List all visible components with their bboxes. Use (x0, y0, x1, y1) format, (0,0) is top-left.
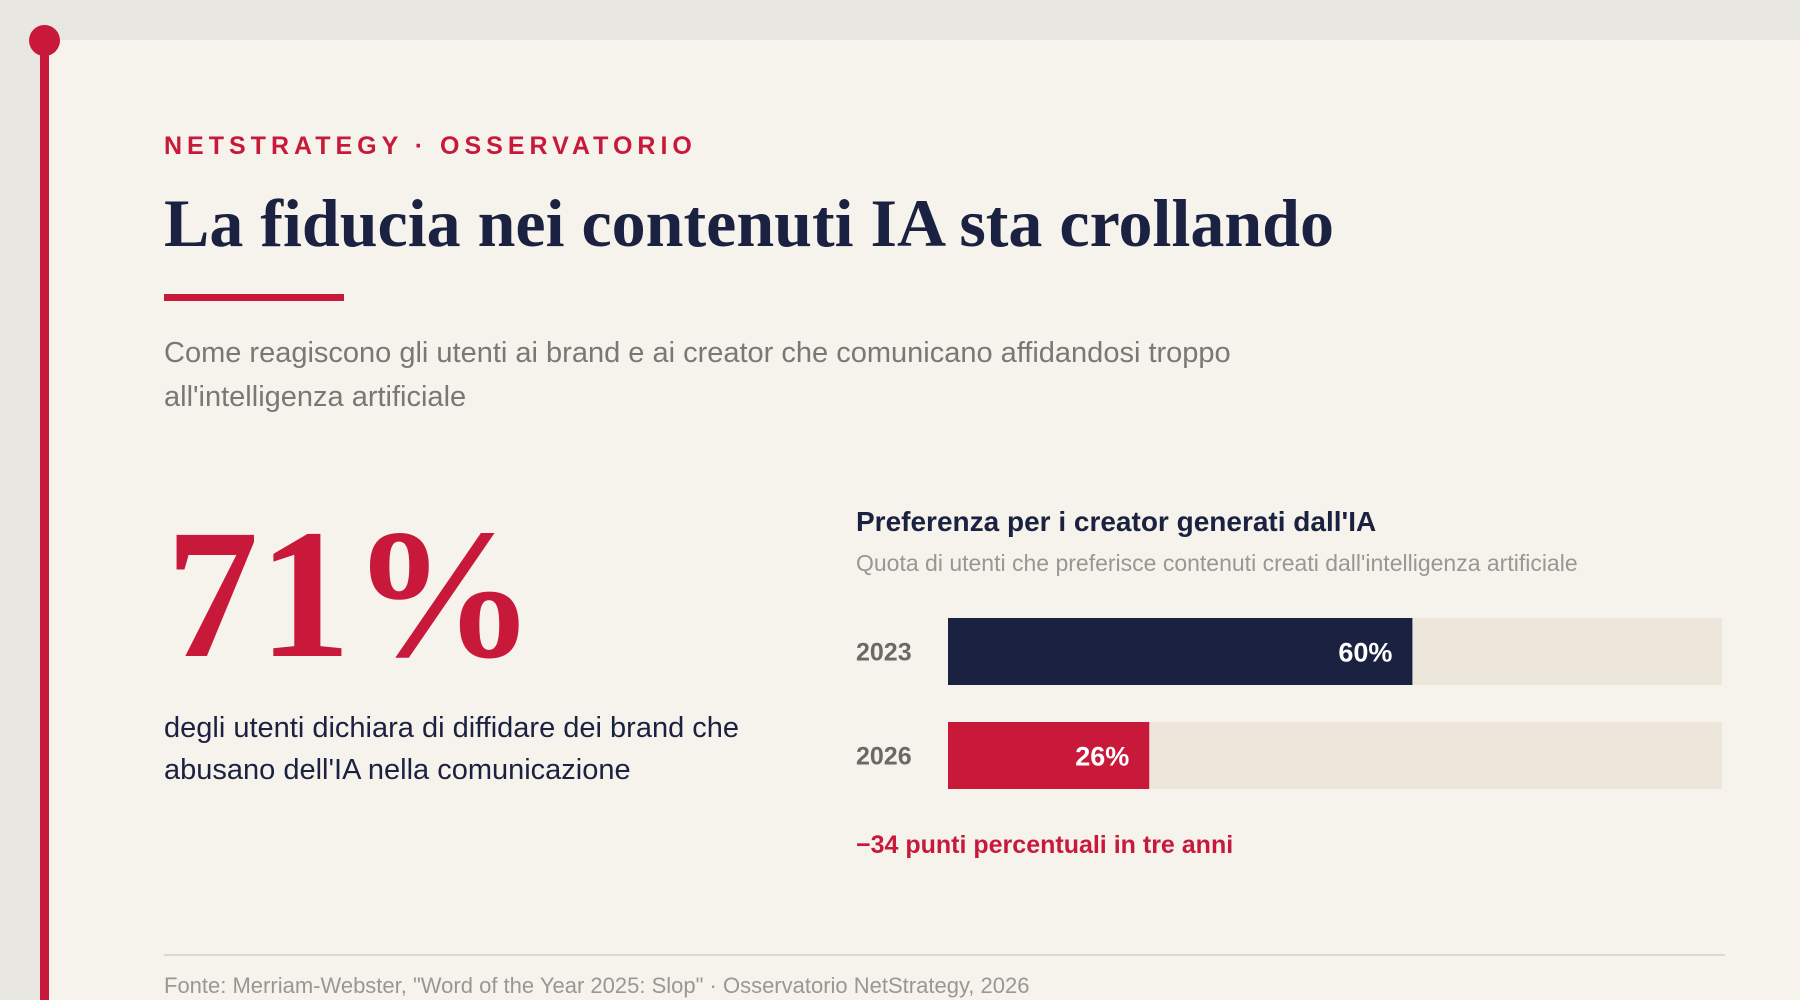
headline-stat-value: 71% (166, 492, 536, 697)
footer-divider (164, 954, 1725, 956)
page-title: La fiducia nei contenuti IA sta crolland… (164, 185, 1334, 261)
bar-chart: Preferenza per i creator generati dall'I… (856, 506, 1754, 886)
category-label-2026: 2026 (856, 743, 912, 771)
headline-stat-description: degli utenti dichiara di diffidare dei b… (164, 712, 740, 786)
eyebrow-label: NETSTRATEGY · OSSERVATORIO (164, 132, 697, 160)
bar-2023 (948, 618, 1413, 685)
timeline-rail (40, 42, 49, 1000)
title-underline (164, 294, 344, 301)
content: NETSTRATEGY · OSSERVATORIO La fiducia ne… (164, 0, 1800, 1000)
card-background (46, 40, 1800, 1000)
chart-title: Preferenza per i creator generati dall'I… (856, 506, 1377, 537)
chart-subtitle: Quota di utenti che preferisce contenuti… (856, 550, 1578, 576)
source-note: Fonte: Merriam-Webster, "Word of the Yea… (164, 973, 1030, 998)
bar-value-label-2023: 60% (1338, 638, 1392, 668)
bar-2026 (948, 722, 1150, 789)
bar-chart-plot: 2023 60% 2026 26% (856, 618, 1722, 789)
page-subtitle: Come reagiscono gli utenti ai brand e ai… (164, 337, 1231, 413)
timeline-dot (29, 25, 60, 56)
chart-annotation: −34 punti percentuali in tre anni (856, 831, 1234, 859)
bar-value-label-2026: 26% (1075, 742, 1129, 772)
category-label-2023: 2023 (856, 639, 912, 667)
